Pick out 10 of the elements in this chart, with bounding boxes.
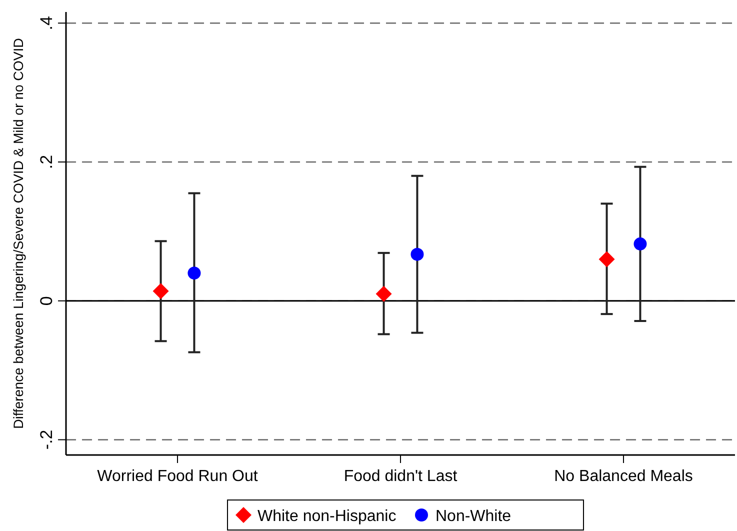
x-tick-label: Food didn't Last [344, 468, 458, 485]
y-tick-label: -.2 [37, 430, 56, 450]
y-tick-label: .2 [37, 154, 56, 170]
y-axis-title: Difference between Lingering/Severe COVID & Mild or no COVID [11, 38, 26, 429]
y-tick-label: 0 [37, 296, 56, 306]
legend-label: Non-White [436, 508, 512, 525]
y-tick-label: .4 [37, 16, 56, 30]
x-tick-label: Worried Food Run Out [97, 468, 258, 485]
legend-label: White non-Hispanic [258, 508, 396, 525]
x-tick-label: No Balanced Meals [554, 468, 693, 485]
